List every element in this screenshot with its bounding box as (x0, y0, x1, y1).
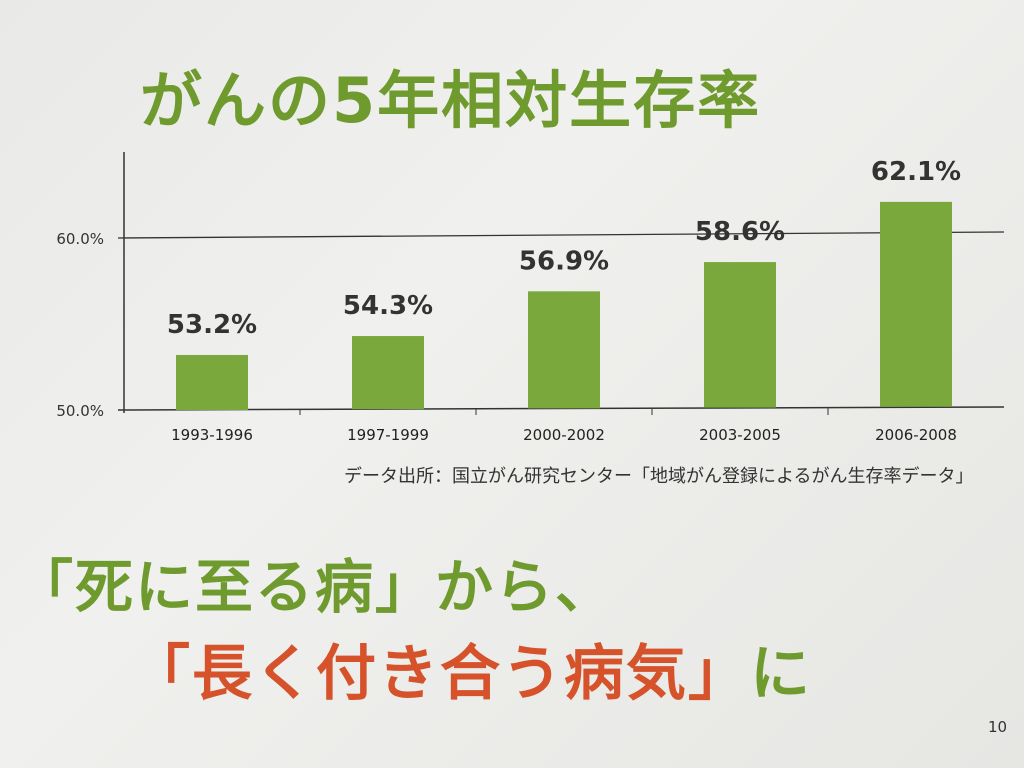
data-label: 53.2% (167, 310, 257, 340)
data-label: 56.9% (519, 246, 609, 276)
x-tick-label: 2003-2005 (699, 426, 781, 444)
y-tick-label: 50.0% (56, 402, 104, 420)
data-label: 58.6% (695, 217, 785, 247)
bar (176, 354, 248, 410)
x-axis (117, 406, 1005, 411)
page-number: 10 (988, 718, 1008, 736)
data-label: 54.3% (343, 291, 433, 321)
gridline (117, 231, 1005, 239)
x-tick-label: 1993-1996 (171, 426, 253, 444)
message-line-1: 「死に至る病」から、 (15, 553, 616, 621)
bar (352, 336, 424, 410)
message-suffix: に (750, 639, 812, 709)
y-tick-label: 60.0% (56, 230, 104, 248)
x-tick-label: 1997-1999 (347, 426, 429, 444)
data-source: データ出所：国立がん研究センター「地域がん登録によるがん生存率データ」 (344, 466, 974, 487)
message-highlight: 「長く付き合う病気」 (130, 639, 750, 709)
x-tick-label: 2006-2008 (875, 426, 957, 444)
x-tick-label: 2000-2002 (523, 426, 605, 444)
message-line-2: 「長く付き合う病気」に (130, 625, 812, 712)
bar (528, 291, 600, 409)
data-label: 62.1% (871, 157, 961, 187)
slide-title: がんの5年相対生存率 (140, 64, 762, 137)
bar (880, 201, 952, 407)
bar (704, 262, 776, 408)
